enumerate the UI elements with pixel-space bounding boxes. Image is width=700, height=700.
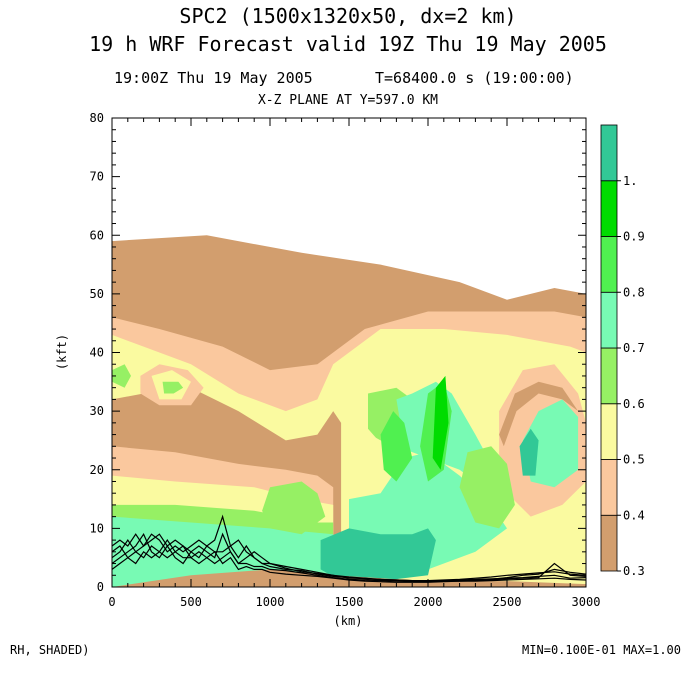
title-line-1: SPC2 (1500x1320x50, dx=2 km) — [179, 4, 516, 28]
rh-region-20 — [459, 446, 515, 529]
rh-region-23 — [432, 375, 449, 470]
x-tick-label: 1500 — [335, 595, 364, 609]
field-label: RH, SHADED) — [10, 643, 89, 657]
rh-region-10 — [162, 381, 184, 394]
rh-region-21 — [380, 411, 413, 482]
colorbar-label: 0.4 — [623, 508, 645, 522]
surface-line-3 — [112, 532, 586, 582]
x-axis-label: (km) — [334, 614, 363, 628]
surface-contour-lines — [112, 514, 586, 583]
rh-region-19 — [262, 481, 326, 535]
y-tick-label: 40 — [90, 346, 104, 360]
y-tick-label: 30 — [90, 404, 104, 418]
colorbar-swatch — [600, 124, 618, 182]
time-label-left: 19:00Z Thu 19 May 2005 — [114, 69, 313, 87]
rh-region-25 — [519, 428, 539, 476]
rh-region-16 — [522, 399, 579, 488]
title-line-2: 19 h WRF Forecast valid 19Z Thu 19 May 2… — [89, 32, 607, 56]
colorbar-swatch — [600, 236, 618, 293]
y-tick-label: 20 — [90, 463, 104, 477]
x-tick-label: 2500 — [493, 595, 522, 609]
plane-label: X-Z PLANE AT Y=597.0 KM — [258, 93, 438, 108]
y-tick-label: 50 — [90, 287, 104, 301]
colorbar-swatch — [600, 291, 618, 349]
y-tick-label: 10 — [90, 521, 104, 535]
x-tick-label: 0 — [108, 595, 115, 609]
y-tick-label: 0 — [97, 580, 104, 594]
colorbar-label: 0.9 — [623, 230, 645, 244]
rh-region-26 — [499, 381, 579, 447]
rh-region-24 — [320, 528, 436, 582]
colorbar-label: 0.8 — [623, 285, 645, 299]
rh-shaded-field — [112, 235, 586, 587]
y-axis-label: (kft) — [55, 334, 69, 370]
colorbar: 0.3 0.4 0.5 0.6 0.7 0.8 0.9 1. — [600, 124, 645, 578]
y-tick-label: 60 — [90, 228, 104, 242]
colorbar-swatch — [600, 459, 618, 516]
colorbar-label: 1. — [623, 174, 637, 188]
x-tick-label: 1000 — [256, 595, 285, 609]
surface-line-4 — [112, 545, 586, 583]
x-tick-label: 2000 — [414, 595, 443, 609]
colorbar-label: 0.7 — [623, 341, 645, 355]
colorbar-swatch — [600, 403, 618, 460]
colorbar-swatch — [600, 514, 618, 572]
rh-region-11 — [112, 364, 131, 388]
colorbar-label: 0.6 — [623, 397, 645, 411]
colorbar-label: 0.5 — [623, 453, 645, 467]
x-tick-label: 3000 — [572, 595, 601, 609]
colorbar-swatch — [600, 347, 618, 405]
axis-ticks: 0 500 1000 1500 2000 2500 3000 0 10 20 30 40 50 60 70 8… — [90, 111, 601, 609]
colorbar-swatch — [600, 180, 618, 237]
colorbar-label: 0.3 — [623, 564, 645, 578]
y-tick-label: 70 — [90, 170, 104, 184]
y-tick-label: 80 — [90, 111, 104, 125]
x-tick-label: 500 — [180, 595, 202, 609]
min-max-label: MIN=0.100E-01 MAX=1.00 — [522, 643, 681, 657]
time-label-right: T=68400.0 s (19:00:00) — [375, 69, 574, 87]
